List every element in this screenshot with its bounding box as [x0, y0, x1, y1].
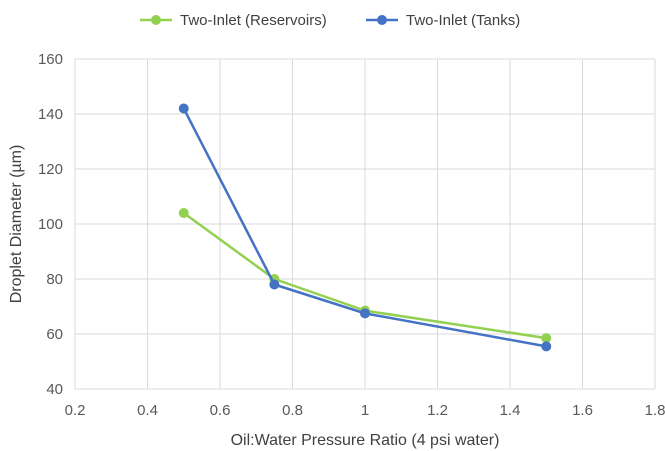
x-axis-ticks: 0.2 0.4 0.6 0.8 1 1.2 1.4 1.6 1.8: [65, 402, 665, 419]
legend-label: Two-Inlet (Reservoirs): [180, 12, 327, 29]
x-tick-label: 0.8: [282, 402, 303, 419]
series-line-1: [183, 211, 547, 340]
x-tick-label: 1: [361, 402, 369, 419]
legend: Two-Inlet (Reservoirs) Two-Inlet (Tanks): [140, 12, 520, 29]
legend-label: Two-Inlet (Tanks): [406, 12, 520, 29]
y-tick-label: 60: [46, 326, 63, 343]
x-tick-label: 1.4: [500, 402, 521, 419]
y-axis-title: Droplet Diameter (µm): [8, 145, 25, 304]
data-point: [360, 308, 370, 319]
x-tick-label: 1.6: [572, 402, 593, 419]
data-point: [269, 279, 280, 290]
x-tick-label: 0.2: [65, 402, 86, 419]
y-tick-label: 140: [38, 106, 63, 123]
y-tick-label: 160: [38, 51, 63, 68]
y-tick-label: 40: [46, 381, 63, 398]
x-tick-label: 0.6: [210, 402, 231, 419]
legend-marker: [151, 15, 161, 25]
data-point: [178, 208, 189, 218]
y-tick-label: 80: [46, 271, 63, 288]
data-point: [178, 103, 189, 114]
y-tick-label: 100: [38, 216, 63, 233]
data-point: [541, 333, 552, 344]
y-axis-ticks: 40 60 80 100 120 140 160: [38, 51, 63, 398]
gridlines: [74, 58, 656, 390]
x-axis-title: Oil:Water Pressure Ratio (4 psi water): [231, 432, 500, 449]
x-tick-label: 0.4: [137, 402, 158, 419]
series-line-2: [182, 107, 547, 348]
x-tick-label: 1.8: [645, 402, 665, 419]
y-tick-label: 120: [38, 161, 63, 178]
x-tick-label: 1.2: [427, 402, 448, 419]
data-point: [541, 341, 552, 352]
legend-marker: [377, 15, 387, 25]
series-lines: [178, 103, 552, 352]
